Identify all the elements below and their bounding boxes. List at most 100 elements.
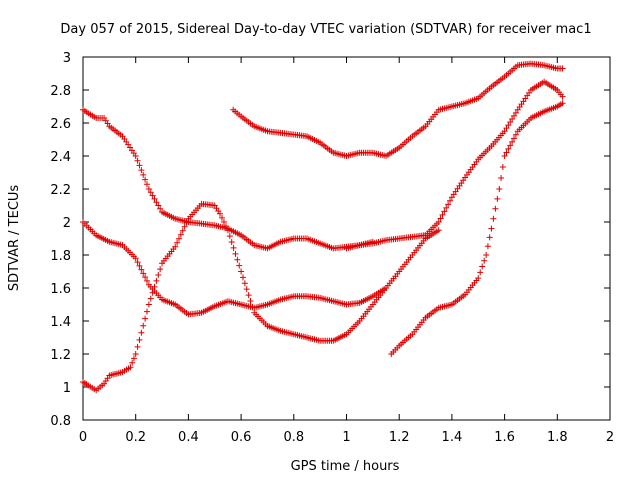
- data-point-marker: [147, 295, 154, 302]
- data-point-marker: [127, 364, 134, 371]
- data-point-marker: [559, 65, 566, 72]
- x-tick-label: 0.4: [178, 430, 199, 445]
- data-point-marker: [181, 223, 188, 230]
- data-point-marker: [505, 145, 512, 152]
- y-tick-label: 3: [63, 51, 71, 66]
- data-point-marker: [443, 204, 450, 211]
- y-tick-label: 2: [63, 216, 71, 231]
- data-point-marker: [503, 149, 510, 156]
- data-point-marker: [494, 195, 501, 202]
- data-point-marker: [153, 277, 160, 284]
- data-point-marker: [559, 100, 566, 107]
- data-point-marker: [142, 274, 149, 281]
- x-tick-label: 0.2: [125, 430, 146, 445]
- y-tick-label: 1.2: [50, 348, 71, 363]
- data-point-marker: [445, 201, 452, 208]
- data-point-marker: [483, 252, 490, 258]
- y-tick-label: 2.6: [50, 117, 71, 132]
- y-tick-label: 2.4: [50, 150, 71, 165]
- x-axis-title: GPS time / hours: [291, 459, 400, 474]
- data-point-marker: [134, 259, 141, 266]
- data-point-marker: [143, 308, 150, 315]
- data-point-marker: [153, 199, 160, 206]
- data-point-marker: [511, 112, 518, 119]
- data-point-marker: [249, 303, 256, 310]
- data-point-marker: [130, 355, 137, 362]
- data-point-marker: [435, 227, 442, 234]
- data-point-marker: [136, 336, 143, 343]
- data-point-marker: [157, 205, 164, 212]
- data-point-marker: [245, 292, 252, 299]
- x-tick-label: 2: [606, 430, 614, 445]
- data-marks: [80, 60, 566, 394]
- data-point-marker: [140, 270, 147, 277]
- series-satellite-track-1: [80, 106, 376, 252]
- data-point-marker: [435, 219, 442, 225]
- y-tick-label: 1.8: [50, 249, 71, 264]
- y-axis-title: SDTVAR / TECUs: [7, 185, 22, 292]
- data-point-marker: [143, 181, 150, 188]
- data-point-marker: [220, 219, 227, 225]
- data-point-marker: [477, 269, 484, 276]
- data-point-marker: [217, 210, 224, 217]
- data-point-marker: [503, 125, 510, 132]
- data-point-marker: [143, 277, 150, 284]
- data-point-marker: [134, 157, 141, 164]
- data-point-marker: [228, 239, 235, 246]
- data-point-marker: [232, 250, 239, 257]
- data-point-marker: [230, 244, 237, 251]
- data-point-marker: [512, 109, 519, 116]
- data-point-marker: [138, 266, 145, 273]
- data-point-marker: [247, 297, 254, 304]
- series-satellite-track-6: [388, 100, 566, 357]
- x-tick-label: 1.6: [494, 430, 515, 445]
- data-point-marker: [132, 153, 139, 159]
- data-point-marker: [490, 215, 497, 222]
- data-point-marker: [134, 343, 141, 350]
- data-point-marker: [437, 215, 444, 222]
- x-tick-label: 1: [342, 430, 350, 445]
- data-point-marker: [484, 243, 491, 250]
- data-point-marker: [499, 164, 506, 170]
- data-point-marker: [222, 223, 229, 230]
- data-point-marker: [140, 171, 147, 178]
- data-point-marker: [507, 119, 514, 126]
- data-point-marker: [486, 234, 493, 241]
- x-tick-label: 1.2: [389, 430, 410, 445]
- x-tick-label: 0.6: [231, 430, 252, 445]
- data-point-marker: [172, 243, 179, 250]
- data-point-marker: [155, 202, 162, 209]
- data-point-marker: [142, 315, 149, 322]
- data-point-marker: [177, 231, 184, 238]
- data-point-marker: [492, 205, 499, 212]
- data-point-marker: [441, 208, 448, 215]
- x-tick-label: 1.4: [442, 430, 463, 445]
- data-point-marker: [488, 225, 495, 232]
- x-tick-label: 1.8: [547, 430, 568, 445]
- data-point-marker: [243, 286, 250, 293]
- data-point-marker: [238, 268, 245, 275]
- data-point-marker: [145, 301, 152, 308]
- data-point-marker: [507, 142, 514, 149]
- data-point-marker: [509, 138, 516, 145]
- x-tick-label: 0: [79, 430, 87, 445]
- data-point-marker: [136, 262, 143, 269]
- data-point-marker: [505, 122, 512, 129]
- data-point-marker: [149, 192, 156, 199]
- data-point-marker: [512, 131, 519, 138]
- chart-title: Day 057 of 2015, Sidereal Day-to-day VTE…: [60, 22, 591, 37]
- y-tick-label: 2.2: [50, 183, 71, 198]
- y-tick-label: 1.6: [50, 282, 71, 297]
- data-point-marker: [447, 197, 454, 204]
- data-point-marker: [136, 162, 143, 169]
- data-point-marker: [175, 235, 182, 242]
- data-point-marker: [174, 239, 181, 246]
- data-point-marker: [142, 176, 149, 183]
- data-point-marker: [481, 257, 488, 264]
- data-point-marker: [138, 329, 145, 336]
- data-point-marker: [439, 211, 446, 218]
- data-point-marker: [239, 274, 246, 281]
- data-point-marker: [183, 219, 190, 226]
- data-point-marker: [509, 115, 516, 122]
